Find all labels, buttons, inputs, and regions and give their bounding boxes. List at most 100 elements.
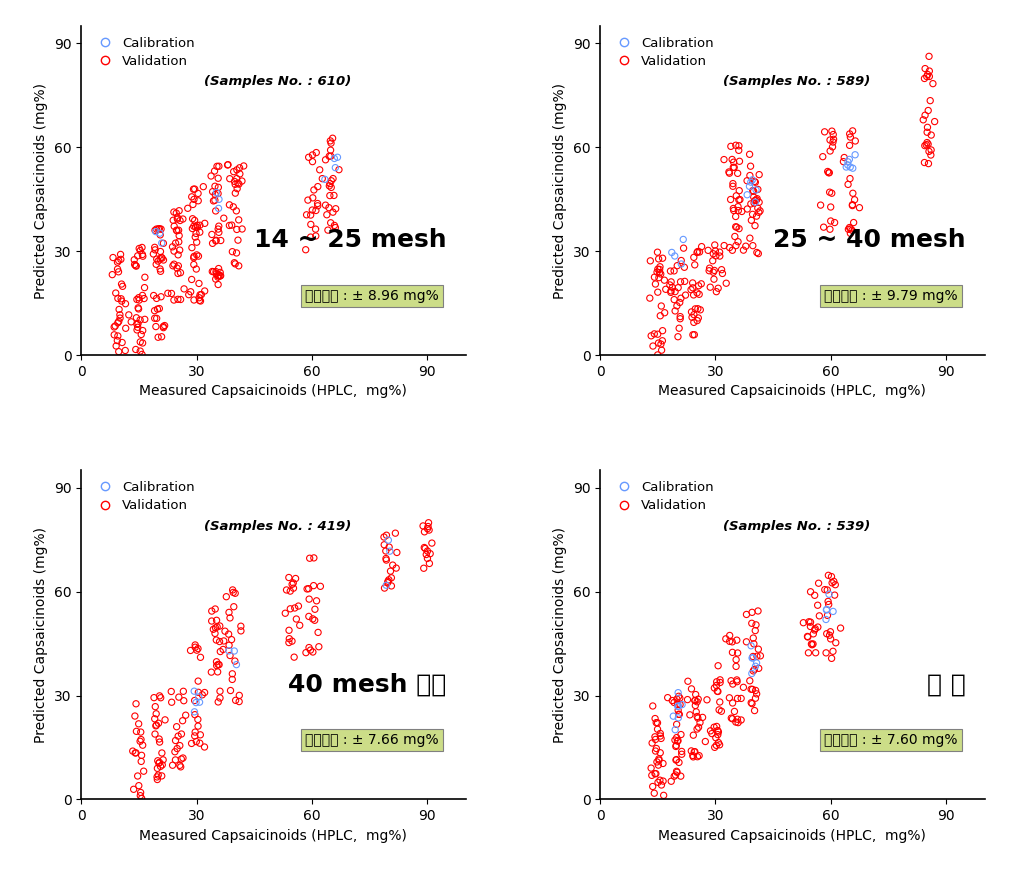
Point: [135, 323, 151, 337]
Point: [653, 308, 669, 322]
Point: [168, 720, 185, 733]
Point: [743, 197, 759, 211]
Point: [815, 220, 831, 234]
Point: [379, 578, 395, 592]
Point: [922, 70, 938, 83]
Point: [215, 634, 231, 648]
Point: [748, 183, 764, 197]
Point: [148, 719, 164, 733]
Point: [731, 222, 747, 235]
Point: [131, 717, 147, 731]
Point: [388, 561, 404, 575]
Point: [210, 187, 226, 201]
Point: [800, 630, 816, 644]
Point: [176, 282, 192, 295]
Point: [301, 551, 318, 565]
Point: [172, 243, 188, 257]
Point: [130, 301, 146, 315]
Point: [300, 609, 317, 623]
Point: [228, 171, 245, 185]
Point: [151, 302, 167, 315]
Point: [166, 219, 183, 233]
Point: [670, 700, 686, 713]
Y-axis label: Predicted Capsaicinoids (mg%): Predicted Capsaicinoids (mg%): [553, 83, 567, 299]
Point: [687, 699, 703, 713]
Point: [750, 642, 766, 656]
Point: [742, 673, 758, 687]
Point: [111, 315, 127, 328]
Point: [152, 252, 168, 266]
Point: [803, 585, 819, 599]
Point: [728, 189, 744, 202]
Point: [671, 755, 687, 769]
Point: [669, 766, 685, 779]
Point: [174, 727, 190, 741]
Point: [654, 343, 670, 357]
Point: [128, 259, 144, 273]
Y-axis label: Predicted Capsaicinoids (mg%): Predicted Capsaicinoids (mg%): [35, 527, 49, 743]
Point: [192, 288, 208, 302]
Text: (Samples No. : 419): (Samples No. : 419): [204, 520, 351, 533]
Point: [378, 552, 394, 566]
Point: [331, 163, 347, 176]
Point: [709, 727, 726, 741]
Point: [186, 293, 202, 307]
Point: [724, 635, 740, 649]
Point: [319, 208, 335, 222]
Legend: Calibration, Validation: Calibration, Validation: [87, 33, 199, 72]
Point: [210, 270, 226, 284]
Point: [651, 271, 667, 285]
Point: [184, 736, 200, 750]
Point: [172, 229, 188, 242]
Point: [841, 127, 858, 141]
Point: [807, 623, 823, 637]
Text: 측정오차 : ± 8.96 mg%: 측정오차 : ± 8.96 mg%: [304, 289, 438, 303]
Point: [148, 311, 164, 325]
Point: [186, 257, 202, 271]
Point: [647, 327, 663, 341]
Point: [167, 733, 184, 747]
Point: [186, 192, 202, 206]
Point: [212, 691, 228, 705]
Point: [300, 150, 317, 164]
Point: [714, 262, 730, 276]
Point: [812, 198, 828, 212]
Point: [689, 710, 705, 724]
Point: [188, 227, 204, 241]
Point: [687, 693, 703, 707]
Point: [645, 339, 661, 353]
Point: [725, 712, 741, 726]
Point: [671, 707, 687, 721]
Point: [691, 288, 707, 302]
Text: 40 mesh 이하: 40 mesh 이하: [288, 673, 447, 696]
Point: [110, 255, 126, 269]
Point: [821, 185, 837, 199]
Point: [825, 644, 841, 658]
Point: [649, 755, 665, 769]
Point: [304, 155, 321, 169]
Point: [657, 306, 673, 320]
Point: [731, 143, 747, 157]
Point: [677, 275, 693, 289]
Point: [648, 744, 664, 758]
Point: [802, 620, 818, 634]
Point: [232, 624, 249, 638]
Point: [151, 222, 167, 235]
Point: [647, 766, 663, 780]
Point: [818, 603, 834, 617]
Point: [306, 183, 322, 197]
Point: [297, 646, 314, 660]
X-axis label: Measured Capsaicinoids (HPLC,  mg%): Measured Capsaicinoids (HPLC, mg%): [139, 384, 407, 399]
Point: [210, 269, 226, 282]
Point: [690, 720, 706, 734]
Point: [377, 538, 393, 552]
Point: [667, 249, 683, 263]
Point: [835, 155, 852, 169]
Point: [110, 329, 126, 343]
Point: [690, 302, 706, 315]
Point: [187, 707, 203, 721]
Point: [135, 336, 151, 350]
Point: [419, 552, 435, 566]
Point: [725, 179, 741, 193]
Point: [191, 276, 207, 290]
